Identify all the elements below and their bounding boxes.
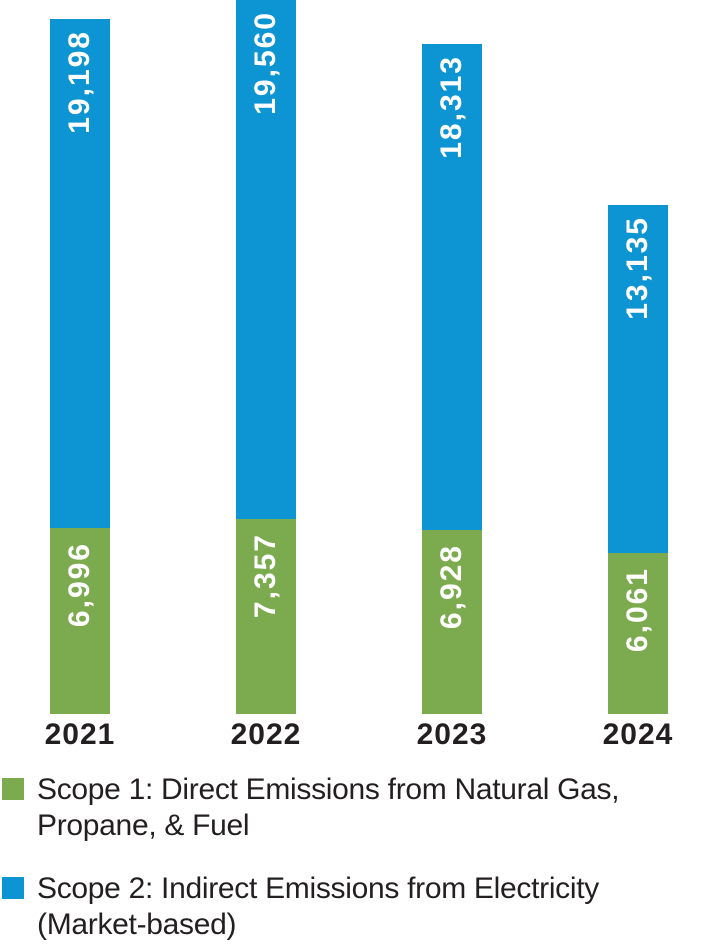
scope2-value-label-2022: 19,560 <box>249 11 282 115</box>
scope2-segment-2024: 13,135 <box>608 204 668 554</box>
x-axis-label-2021: 2021 <box>44 718 116 752</box>
bar-group-2023: 18,313 6,928 2023 <box>416 44 488 752</box>
legend-label-scope1-line1: Scope 1: Direct Emissions from Natural G… <box>37 773 620 807</box>
bar-group-2021: 19,198 6,996 2021 <box>44 19 116 752</box>
bar-2022: 19,560 7,357 <box>236 0 296 715</box>
legend-label-scope1: Scope 1: Direct Emissions from Natural G… <box>37 772 620 844</box>
scope1-segment-2022: 7,357 <box>236 518 296 715</box>
legend-swatch-scope2 <box>2 877 24 900</box>
bar-2023: 18,313 6,928 <box>422 44 482 715</box>
scope1-segment-2024: 6,061 <box>608 553 668 715</box>
scope2-value-label-2023: 18,313 <box>435 55 468 160</box>
legend: Scope 1: Direct Emissions from Natural G… <box>0 751 714 943</box>
scope1-value-label-2021: 6,996 <box>63 542 96 628</box>
scope2-segment-2022: 19,560 <box>236 0 296 519</box>
scope1-segment-2021: 6,996 <box>50 528 110 715</box>
legend-label-scope2-line2: (Market-based) <box>37 908 237 942</box>
legend-label-scope2-line1: Scope 2: Indirect Emissions from Electri… <box>37 872 599 906</box>
x-axis-label-2023: 2023 <box>416 718 488 752</box>
bars-row: 19,198 6,996 2021 19,560 7,357 2022 18,313 6,92… <box>44 0 674 752</box>
scope2-segment-2021: 19,198 <box>50 19 110 529</box>
scope1-value-label-2022: 7,357 <box>249 532 282 618</box>
bar-group-2022: 19,560 7,357 2022 <box>230 0 302 752</box>
scope1-segment-2023: 6,928 <box>422 530 482 715</box>
scope2-value-label-2021: 19,198 <box>63 30 96 134</box>
legend-item-scope2: Scope 2: Indirect Emissions from Electri… <box>2 871 714 943</box>
legend-swatch-scope1 <box>2 778 24 801</box>
scope2-value-label-2024: 13,135 <box>621 215 654 320</box>
scope2-segment-2023: 18,313 <box>422 44 482 531</box>
bar-group-2024: 13,135 6,061 2024 <box>602 204 674 752</box>
bar-2024: 13,135 6,061 <box>608 204 668 715</box>
legend-label-scope1-line2: Propane, & Fuel <box>37 809 250 843</box>
legend-item-scope1: Scope 1: Direct Emissions from Natural G… <box>2 772 714 844</box>
scope1-value-label-2024: 6,061 <box>621 567 654 653</box>
x-axis-label-2022: 2022 <box>230 718 302 752</box>
legend-label-scope2: Scope 2: Indirect Emissions from Electri… <box>37 871 599 943</box>
bar-2021: 19,198 6,996 <box>50 19 110 715</box>
emissions-stacked-bar-chart: 19,198 6,996 2021 19,560 7,357 2022 18,313 6,92… <box>44 0 674 752</box>
scope1-value-label-2023: 6,928 <box>435 544 468 630</box>
x-axis-label-2024: 2024 <box>602 718 674 752</box>
